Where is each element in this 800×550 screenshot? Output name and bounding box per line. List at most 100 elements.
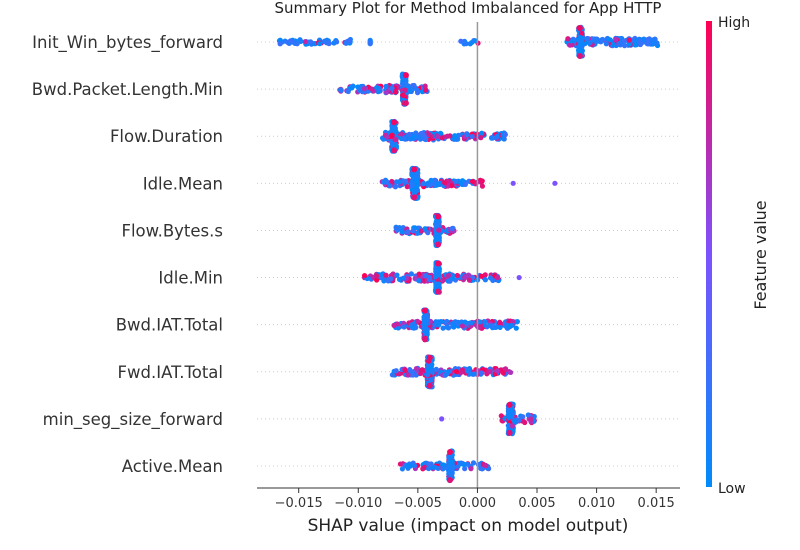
data-point — [426, 465, 432, 472]
data-point — [458, 38, 464, 44]
outlier-point — [516, 274, 522, 281]
data-point — [577, 38, 583, 45]
feature-label: Bwd.Packet.Length.Min — [32, 80, 223, 99]
data-point — [569, 42, 575, 48]
data-point — [414, 318, 421, 324]
data-point — [411, 194, 418, 201]
data-point — [422, 134, 429, 140]
data-point — [422, 318, 429, 325]
data-point — [407, 367, 413, 373]
data-point — [395, 325, 401, 331]
data-point — [426, 276, 433, 282]
feature-rows: Init_Win_bytes_forward Bwd.Packet.Length.… — [32, 33, 680, 476]
data-point — [462, 181, 468, 188]
data-point — [461, 38, 468, 44]
data-point — [394, 227, 400, 233]
data-point — [405, 372, 411, 378]
data-point — [413, 172, 420, 179]
data-point — [308, 39, 314, 45]
outlier-point — [510, 180, 516, 186]
data-point — [422, 335, 429, 342]
data-point — [405, 229, 411, 235]
data-point — [447, 477, 454, 483]
data-point — [392, 136, 398, 143]
data-point — [449, 225, 455, 232]
data-point — [470, 371, 476, 377]
data-point — [393, 89, 399, 95]
data-point — [626, 41, 633, 47]
data-point — [416, 271, 422, 277]
data-point — [399, 131, 405, 137]
data-point — [414, 178, 420, 184]
data-point — [510, 318, 516, 325]
data-point — [410, 228, 416, 234]
data-point — [475, 461, 482, 468]
data-point — [650, 37, 657, 43]
data-point — [452, 133, 458, 139]
data-point — [576, 53, 583, 59]
data-point — [621, 43, 628, 49]
data-point — [287, 38, 294, 44]
feature-label: min_seg_size_forward — [43, 410, 223, 430]
data-point — [506, 401, 513, 408]
data-point — [411, 190, 418, 196]
data-point — [383, 83, 389, 89]
data-point — [374, 273, 380, 279]
outlier-point — [552, 180, 558, 186]
feature-label: Flow.Bytes.s — [121, 221, 223, 240]
data-point — [428, 377, 434, 383]
data-point — [447, 278, 453, 284]
data-point — [507, 412, 513, 418]
data-point — [482, 272, 488, 278]
data-point — [453, 178, 459, 184]
data-point — [422, 226, 428, 232]
feature-label: Active.Mean — [122, 457, 223, 476]
data-point — [490, 135, 496, 141]
data-point — [400, 135, 406, 142]
data-point — [459, 323, 466, 329]
data-point — [450, 273, 456, 279]
data-point — [389, 132, 395, 138]
data-point — [464, 132, 470, 138]
data-point — [616, 41, 622, 47]
data-point — [459, 178, 466, 184]
data-point — [361, 273, 368, 279]
data-point — [462, 466, 468, 472]
data-point — [442, 180, 448, 186]
data-point — [361, 86, 367, 92]
data-point — [381, 179, 387, 185]
data-point — [435, 260, 442, 267]
data-point — [426, 131, 432, 138]
data-point — [576, 25, 583, 31]
data-point — [402, 87, 408, 93]
data-point — [391, 147, 398, 154]
data-point — [435, 213, 442, 220]
data-point — [394, 321, 400, 327]
data-point — [603, 41, 609, 47]
data-point — [520, 414, 526, 420]
data-point — [513, 325, 519, 331]
data-point — [587, 40, 593, 46]
data-point — [482, 277, 489, 283]
data-point — [367, 40, 373, 46]
chart-title: Summary Plot for Method Imbalanced for A… — [275, 0, 662, 17]
data-point — [410, 325, 416, 331]
data-point — [444, 133, 450, 139]
data-point — [483, 463, 489, 469]
data-point — [404, 184, 410, 190]
data-point — [435, 465, 441, 472]
data-point — [422, 307, 429, 314]
data-point — [421, 181, 427, 187]
data-point — [406, 131, 412, 137]
data-point — [578, 30, 585, 37]
data-point — [394, 272, 400, 278]
data-point — [418, 135, 424, 141]
data-point — [453, 369, 460, 375]
data-point — [421, 464, 428, 471]
data-point — [433, 273, 439, 279]
data-point — [632, 42, 638, 48]
data-point — [385, 134, 391, 140]
data-point — [468, 466, 474, 472]
data-point — [457, 370, 464, 376]
data-point — [411, 166, 418, 173]
